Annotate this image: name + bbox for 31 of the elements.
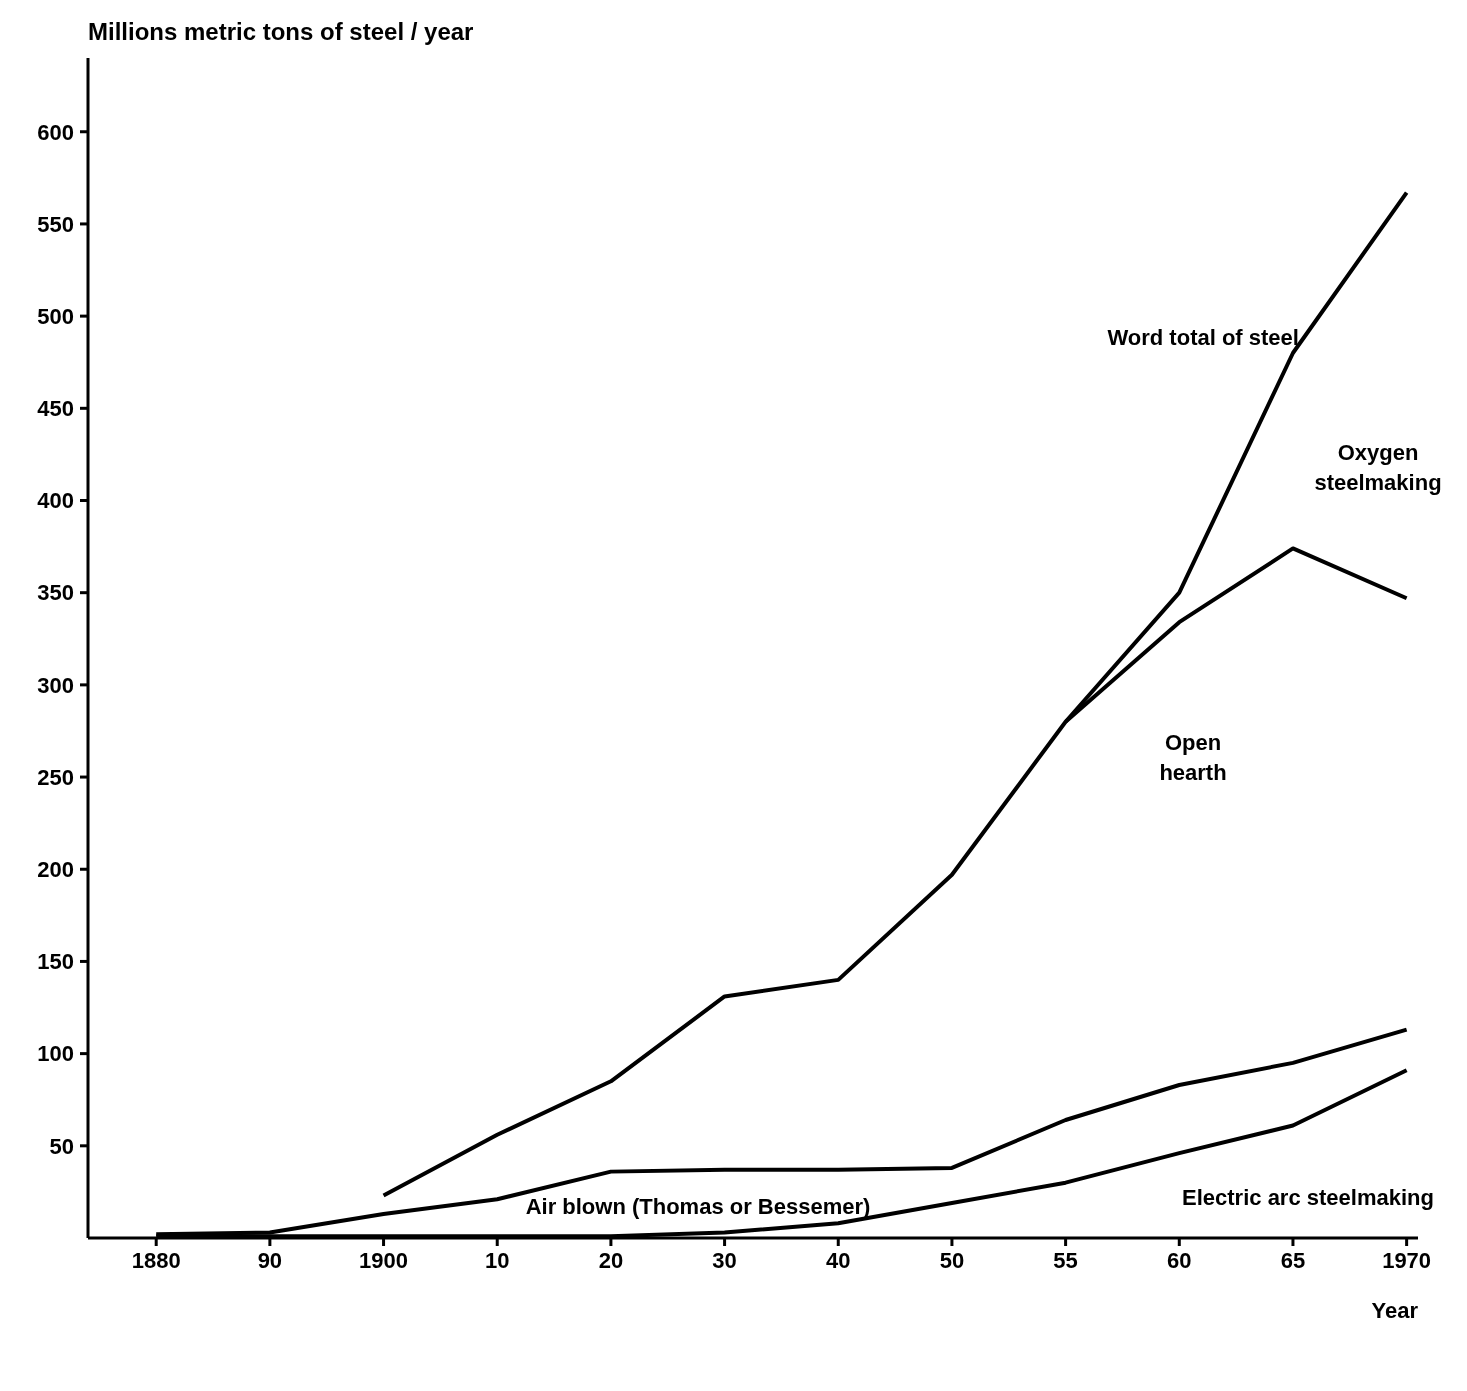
y-tick-label: 50 bbox=[49, 1133, 74, 1159]
x-tick-label: 30 bbox=[712, 1247, 737, 1273]
y-tick-label: 150 bbox=[37, 949, 74, 975]
x-tick-label: 55 bbox=[1053, 1247, 1078, 1273]
x-axis-title: Year bbox=[1371, 1298, 1419, 1323]
y-tick-label: 450 bbox=[37, 396, 74, 422]
x-tick-label: 1900 bbox=[359, 1247, 409, 1273]
y-tick-label: 200 bbox=[37, 857, 74, 883]
x-tick-label: 65 bbox=[1280, 1247, 1306, 1273]
x-tick-label: 50 bbox=[939, 1247, 965, 1273]
y-tick-label: 400 bbox=[37, 488, 74, 514]
annotation: Word total of steel bbox=[1107, 325, 1299, 350]
x-tick-label: 20 bbox=[598, 1247, 624, 1273]
x-tick-label: 1880 bbox=[131, 1247, 181, 1273]
y-tick-label: 600 bbox=[37, 119, 74, 145]
y-tick-label: 500 bbox=[37, 303, 74, 329]
annotation: Electric arc steelmaking bbox=[1181, 1184, 1435, 1212]
x-tick-label: 10 bbox=[484, 1247, 510, 1273]
annotation: Oxygen steelmaking bbox=[1313, 439, 1443, 497]
x-tick-label: 90 bbox=[257, 1247, 283, 1273]
x-tick-label: 60 bbox=[1167, 1247, 1192, 1273]
y-tick-label: 100 bbox=[37, 1041, 74, 1067]
y-axis-title: Millions metric tons of steel / year bbox=[88, 18, 474, 46]
y-tick-label: 350 bbox=[37, 580, 74, 606]
x-tick-label: 40 bbox=[826, 1247, 851, 1273]
annotation: Open hearth bbox=[1158, 729, 1228, 787]
y-tick-label: 250 bbox=[37, 764, 74, 790]
y-tick-label: 300 bbox=[37, 672, 74, 698]
y-tick-label: 550 bbox=[37, 211, 74, 237]
annotation: Air blown (Thomas or Bessemer) bbox=[524, 1193, 872, 1221]
x-tick-label: 1970 bbox=[1382, 1247, 1432, 1273]
